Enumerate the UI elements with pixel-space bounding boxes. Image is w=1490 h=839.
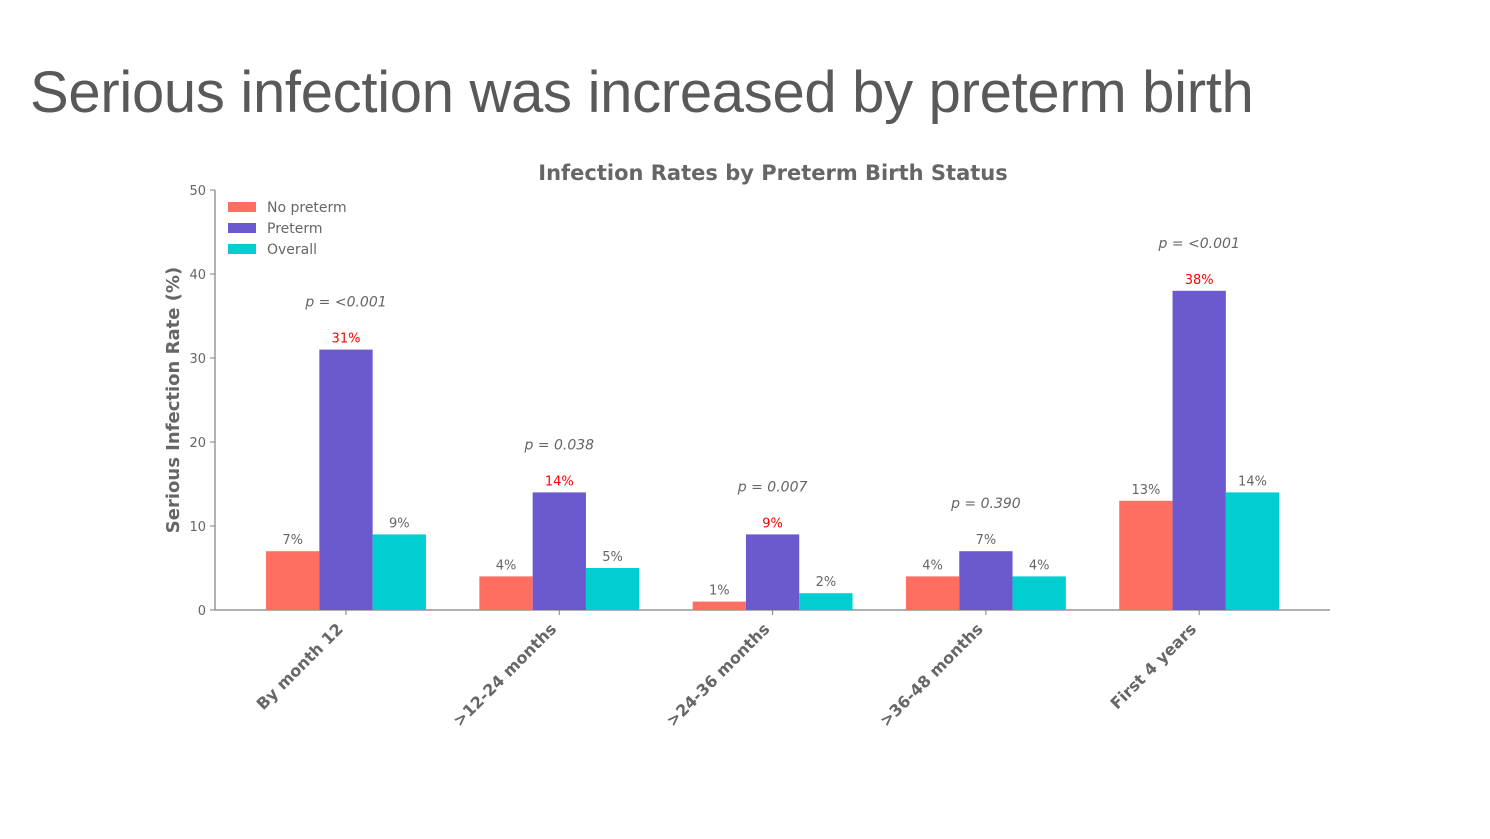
bar-value-label: 4%: [496, 558, 517, 573]
plot-area: 0 10 20 30 40 50 7% 31% 9% p = <0.001 By month 12 4…: [189, 184, 1330, 730]
p-value-annotation: p = 0.007: [737, 479, 808, 495]
bar-overall: [1225, 492, 1280, 610]
p-value-annotation: p = <0.001: [304, 295, 386, 311]
bar-no-preterm: [905, 576, 960, 610]
p-value-annotation: p = 0.038: [523, 437, 594, 453]
bar-value-label: 4%: [1029, 558, 1050, 573]
x-tick-label: First 4 years: [1107, 619, 1201, 713]
bar-preterm: [319, 349, 373, 610]
bar-value-label: 14%: [545, 474, 574, 489]
bar-value-label: 7%: [976, 533, 997, 548]
slide-title: Serious infection was increased by prete…: [30, 60, 1254, 125]
bar-overall: [799, 593, 853, 610]
bar-value-label: 2%: [816, 575, 837, 590]
x-tick-label: >24-36 months: [663, 619, 774, 730]
bar-value-label: 13%: [1131, 483, 1160, 498]
chart-title: Infection Rates by Preterm Birth Status: [538, 161, 1008, 185]
legend-label: Overall: [267, 242, 317, 258]
legend: No preterm Preterm Overall: [228, 200, 347, 258]
bar-overall: [1012, 576, 1066, 610]
legend-swatch: [228, 223, 256, 233]
legend-swatch: [228, 202, 256, 212]
bar-value-label: 9%: [389, 516, 410, 531]
y-tick-label: 10: [189, 520, 206, 535]
bar-preterm: [745, 534, 800, 610]
bar-preterm: [532, 492, 586, 610]
legend-label: No preterm: [267, 200, 347, 216]
x-tick-label: By month 12: [253, 619, 347, 713]
bar-no-preterm: [692, 601, 746, 610]
bar-overall: [372, 534, 426, 610]
bar-value-label: 1%: [709, 584, 730, 599]
bar-no-preterm: [266, 551, 320, 610]
p-value-annotation: p = 0.390: [950, 496, 1021, 512]
y-tick-label: 20: [189, 436, 206, 451]
y-tick-label: 0: [198, 604, 206, 619]
bar-preterm: [959, 551, 1013, 610]
legend-swatch: [228, 244, 256, 254]
y-tick-label: 50: [189, 184, 206, 199]
legend-label: Preterm: [267, 221, 323, 237]
x-tick-label: >36-48 months: [876, 619, 987, 730]
y-tick-label: 40: [189, 268, 206, 283]
bar-no-preterm: [479, 576, 533, 610]
p-value-annotation: p = <0.001: [1158, 236, 1240, 252]
bar-value-label: 38%: [1185, 273, 1214, 288]
bar-value-label: 9%: [762, 516, 783, 531]
bar-value-label: 5%: [602, 550, 623, 565]
bar-value-label: 14%: [1238, 474, 1267, 489]
bar-overall: [585, 568, 640, 610]
bar-value-label: 4%: [922, 558, 943, 573]
y-axis-label: Serious Infection Rate (%): [163, 267, 184, 533]
bar-no-preterm: [1119, 500, 1173, 610]
x-tick-label: >12-24 months: [449, 619, 560, 730]
bar-preterm: [1172, 290, 1226, 610]
bar-value-label: 7%: [282, 533, 303, 548]
y-tick-label: 30: [189, 352, 206, 367]
bar-value-label: 31%: [332, 332, 361, 347]
